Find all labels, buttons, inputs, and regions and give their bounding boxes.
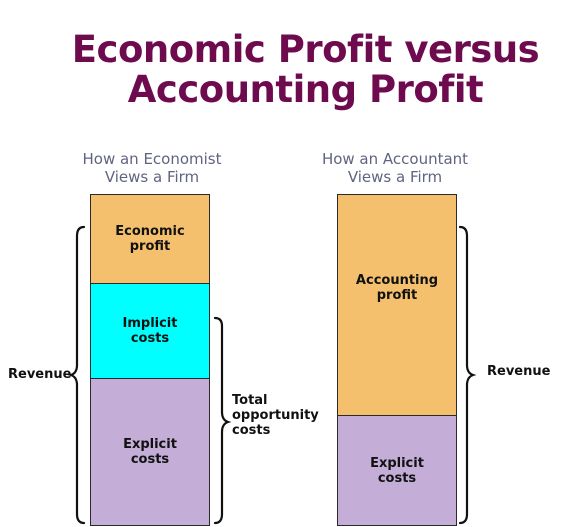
- implicit-costs-block: Implicit costs: [90, 283, 210, 379]
- total-opportunity-costs-label: Total opportunity costs: [232, 393, 319, 438]
- implicit-costs-label: Implicit costs: [123, 316, 178, 346]
- total-costs-line-1: Total: [232, 393, 268, 408]
- economist-heading-line-1: How an Economist: [82, 150, 222, 168]
- economist-heading-line-2: Views a Firm: [104, 168, 200, 186]
- accounting-profit-label-line-1: Accounting: [355, 273, 439, 288]
- page-title-line-2: Accounting Profit: [127, 68, 484, 111]
- economist-explicit-costs-label-line-2: costs: [130, 452, 170, 467]
- total-costs-line-2: opportunity: [232, 408, 319, 423]
- economic-profit-label-line-2: profit: [129, 239, 171, 254]
- total-costs-brace: [213, 316, 232, 525]
- implicit-costs-label-line-2: costs: [130, 331, 170, 346]
- accountant-heading-line-1: How an Accountant: [321, 150, 469, 168]
- accounting-profit-label-line-2: profit: [376, 288, 418, 303]
- accountant-heading-line-2: Views a Firm: [347, 168, 443, 186]
- economist-revenue-brace: [67, 225, 86, 525]
- economist-explicit-costs-label: Explicit costs: [123, 437, 177, 467]
- economic-profit-label: Economic profit: [115, 224, 184, 254]
- economic-profit-label-line-1: Economic: [115, 224, 185, 239]
- accountant-explicit-costs-label: Explicit costs: [370, 456, 424, 486]
- accountant-revenue-brace: [458, 225, 477, 525]
- accounting-profit-block: Accounting profit: [337, 194, 457, 416]
- accountant-explicit-costs-block: Explicit costs: [337, 415, 457, 526]
- accounting-profit-label: Accounting profit: [356, 273, 438, 303]
- economic-profit-block: Economic profit: [90, 194, 210, 284]
- accountant-heading: How an Accountant Views a Firm: [285, 150, 505, 186]
- economist-explicit-costs-label-line-1: Explicit: [123, 437, 177, 452]
- total-costs-line-3: costs: [232, 423, 271, 438]
- accountant-explicit-costs-label-line-2: costs: [377, 470, 417, 486]
- economist-revenue-label: Revenue: [8, 367, 72, 382]
- accountant-revenue-label: Revenue: [487, 364, 551, 379]
- accountant-explicit-costs-label-line-1: Explicit: [370, 455, 424, 471]
- economist-heading: How an Economist Views a Firm: [42, 150, 262, 186]
- implicit-costs-label-line-1: Implicit: [122, 316, 178, 331]
- economist-explicit-costs-block: Explicit costs: [90, 378, 210, 526]
- page-title-line-1: Economic Profit versus: [71, 28, 540, 71]
